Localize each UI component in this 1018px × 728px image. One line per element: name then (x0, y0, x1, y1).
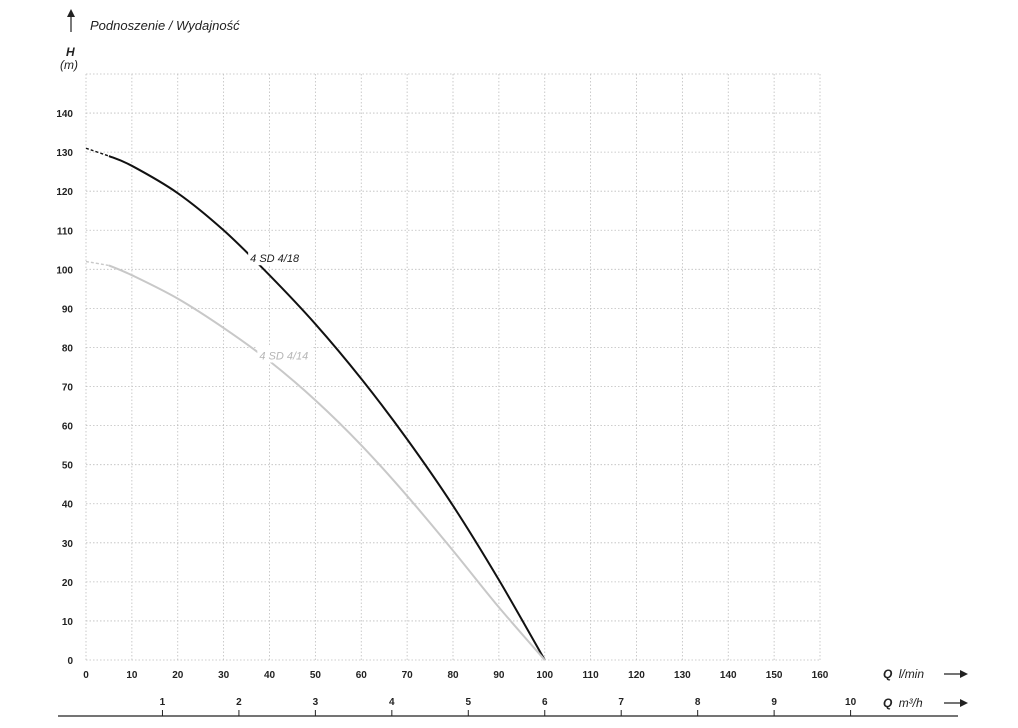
chart-title: Podnoszenie / Wydajność (90, 18, 240, 33)
series-label: 4 SD 4/14 (259, 350, 308, 362)
y-axis-arrowhead-icon (67, 9, 75, 17)
y-tick-label: 100 (56, 265, 73, 276)
series-line-dashed (85, 147, 110, 157)
x-tick-labels-secondary: 1 2 3 4 5 6 7 8 9 10 (160, 697, 857, 716)
x-tick-labels-primary: 0 10 20 30 40 50 60 70 80 90 100 110 120 130 140 150 160 (83, 670, 829, 681)
x-tick-label-primary: 80 (447, 670, 459, 681)
series-line (108, 264, 546, 661)
x-tick-label-primary: 0 (83, 670, 89, 681)
y-axis-unit: (m) (60, 58, 78, 72)
x-tick-label-primary: 30 (218, 670, 230, 681)
x-tick-label-primary: 140 (720, 670, 737, 681)
x-tick-label-secondary: 7 (618, 697, 624, 708)
x-axis-primary-label: Q l/min (883, 667, 924, 681)
series-label-bg (248, 249, 303, 266)
x-tick-label-primary: 90 (493, 670, 505, 681)
y-tick-label: 20 (62, 578, 74, 589)
x-tick-label-primary: 120 (628, 670, 645, 681)
y-tick-label: 90 (62, 304, 74, 315)
x-axis-primary-unit: l/min (899, 667, 925, 681)
x-axis-primary-arrowhead-icon (960, 670, 968, 678)
y-tick-label: 0 (67, 656, 73, 667)
y-axis-symbol: H (66, 45, 75, 59)
series-line (108, 155, 546, 661)
x-tick-label-secondary: 3 (313, 697, 319, 708)
y-tick-label: 80 (62, 343, 74, 354)
x-tick-label-primary: 70 (402, 670, 414, 681)
x-tick-label-primary: 50 (310, 670, 322, 681)
x-tick-label-primary: 130 (674, 670, 691, 681)
y-tick-label: 60 (62, 422, 74, 433)
x-axis-secondary-unit: m³/h (899, 696, 923, 710)
x-tick-label-secondary: 4 (389, 697, 395, 708)
x-tick-label-secondary: 8 (695, 697, 701, 708)
y-tick-label: 70 (62, 383, 74, 394)
series-label: 4 SD 4/18 (250, 253, 300, 265)
x-tick-label-secondary: 10 (845, 697, 857, 708)
y-tick-label: 10 (62, 617, 74, 628)
y-tick-label: 30 (62, 539, 74, 550)
y-tick-label: 120 (56, 187, 73, 198)
x-axis-primary-symbol: Q (883, 667, 893, 681)
series-label-bg (257, 346, 312, 363)
x-tick-label-primary: 110 (583, 670, 600, 681)
x-tick-label-primary: 150 (766, 670, 783, 681)
x-tick-label-primary: 20 (172, 670, 184, 681)
x-tick-label-primary: 160 (812, 670, 829, 681)
y-tick-label: 110 (57, 226, 74, 237)
y-tick-label: 50 (62, 461, 74, 472)
x-tick-label-primary: 10 (126, 670, 138, 681)
x-tick-label-primary: 100 (536, 670, 553, 681)
y-tick-label: 140 (56, 109, 73, 120)
x-tick-label-primary: 40 (264, 670, 276, 681)
x-tick-label-secondary: 9 (771, 697, 777, 708)
y-tick-label: 130 (56, 148, 73, 159)
grid (85, 73, 821, 661)
x-tick-label-primary: 60 (356, 670, 368, 681)
x-tick-label-secondary: 5 (466, 697, 472, 708)
x-axis-secondary-arrowhead-icon (960, 699, 968, 707)
series-line-dashed (85, 260, 110, 267)
x-tick-label-secondary: 6 (542, 697, 548, 708)
x-axis-secondary-label: Q m³/h (883, 696, 923, 710)
x-axis-secondary-symbol: Q (883, 696, 893, 710)
series-lines: 4 SD 4/18 4 SD 4/14 (85, 147, 546, 661)
x-tick-label-secondary: 1 (160, 697, 166, 708)
y-tick-label: 40 (62, 500, 74, 511)
x-tick-label-secondary: 2 (236, 697, 242, 708)
y-tick-labels: 0 10 20 30 40 50 60 70 80 90 100 110 120 130 140 (56, 109, 73, 667)
